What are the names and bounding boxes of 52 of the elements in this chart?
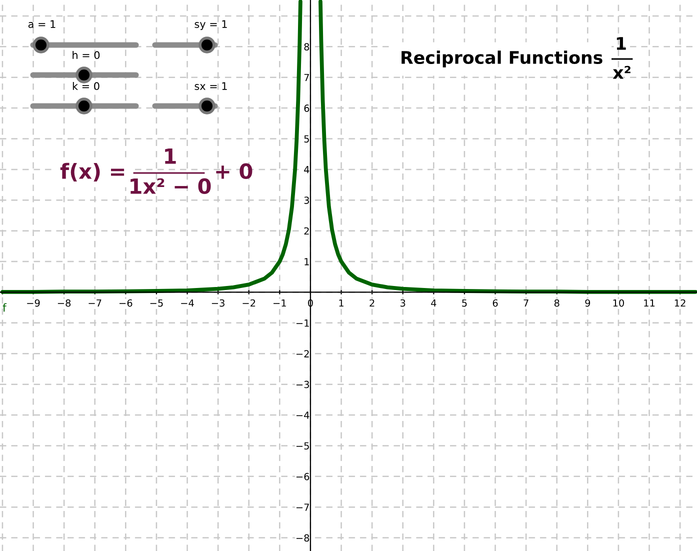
y-tick-label: 8: [304, 43, 310, 50]
y-tick-label: −3: [296, 380, 309, 388]
x-tick-label: 3: [400, 299, 406, 307]
y-tick-label: −8: [296, 534, 310, 542]
x-tick-label: −2: [242, 299, 256, 307]
annotation: + 0: [216, 163, 252, 180]
y-tick-label: −5: [296, 442, 309, 450]
x-tick-label: 1: [339, 299, 344, 307]
annotation: h = 0: [72, 50, 100, 60]
annotation: 1: [616, 37, 626, 50]
y-tick-label: 5: [304, 135, 309, 143]
y-tick-label: −6: [296, 472, 310, 480]
x-tick-label: 5: [462, 299, 467, 307]
y-tick-label: 3: [304, 196, 309, 204]
annotation: sy = 1: [194, 20, 227, 30]
series-label: f: [2, 303, 7, 312]
annotation: a = 1: [28, 20, 56, 28]
x-tick-label: 11: [644, 299, 655, 307]
y-tick-label: −4: [296, 412, 310, 419]
y-tick-label: 6: [304, 104, 310, 112]
x-tick-label: 10: [613, 299, 624, 307]
annotation: 1: [165, 148, 176, 164]
x-tick-label: 9: [585, 299, 590, 307]
x-tick-label: 12: [674, 299, 686, 307]
x-tick-label: −1: [274, 299, 286, 307]
y-tick-label: −2: [296, 350, 309, 358]
annotation: 1x² − 0: [130, 178, 211, 194]
y-tick-label: −1: [296, 320, 309, 327]
x-tick-label: −5: [150, 299, 163, 307]
x-tick-label: −6: [120, 299, 132, 307]
x-tick-label: −8: [58, 299, 71, 307]
annotation: k = 0: [72, 82, 100, 90]
x-tick-label: 2: [370, 299, 374, 307]
annotation: f(x) =: [60, 162, 124, 182]
x-tick-label: −7: [88, 299, 102, 307]
x-tick-label: 4: [431, 299, 436, 307]
annotation: sx = 1: [194, 82, 227, 90]
x-tick-label: −3: [212, 299, 224, 307]
x-tick-label: 7: [524, 299, 528, 307]
line-series: [0, 0, 302, 294]
y-tick-label: 2: [304, 227, 309, 235]
x-tick-label: −9: [27, 299, 40, 307]
line-series: [318, 0, 697, 294]
x-tick-label: 6: [492, 299, 498, 307]
y-tick-label: 4: [304, 166, 310, 174]
y-tick-label: −7: [296, 504, 309, 511]
y-tick-label: 7: [304, 74, 309, 82]
annotation: x²: [612, 66, 630, 79]
text: Reciprocal Functions: [402, 50, 602, 68]
y-tick-label: 1: [304, 258, 309, 266]
x-tick-label: 8: [554, 299, 560, 307]
x-tick-label: −4: [181, 299, 194, 307]
